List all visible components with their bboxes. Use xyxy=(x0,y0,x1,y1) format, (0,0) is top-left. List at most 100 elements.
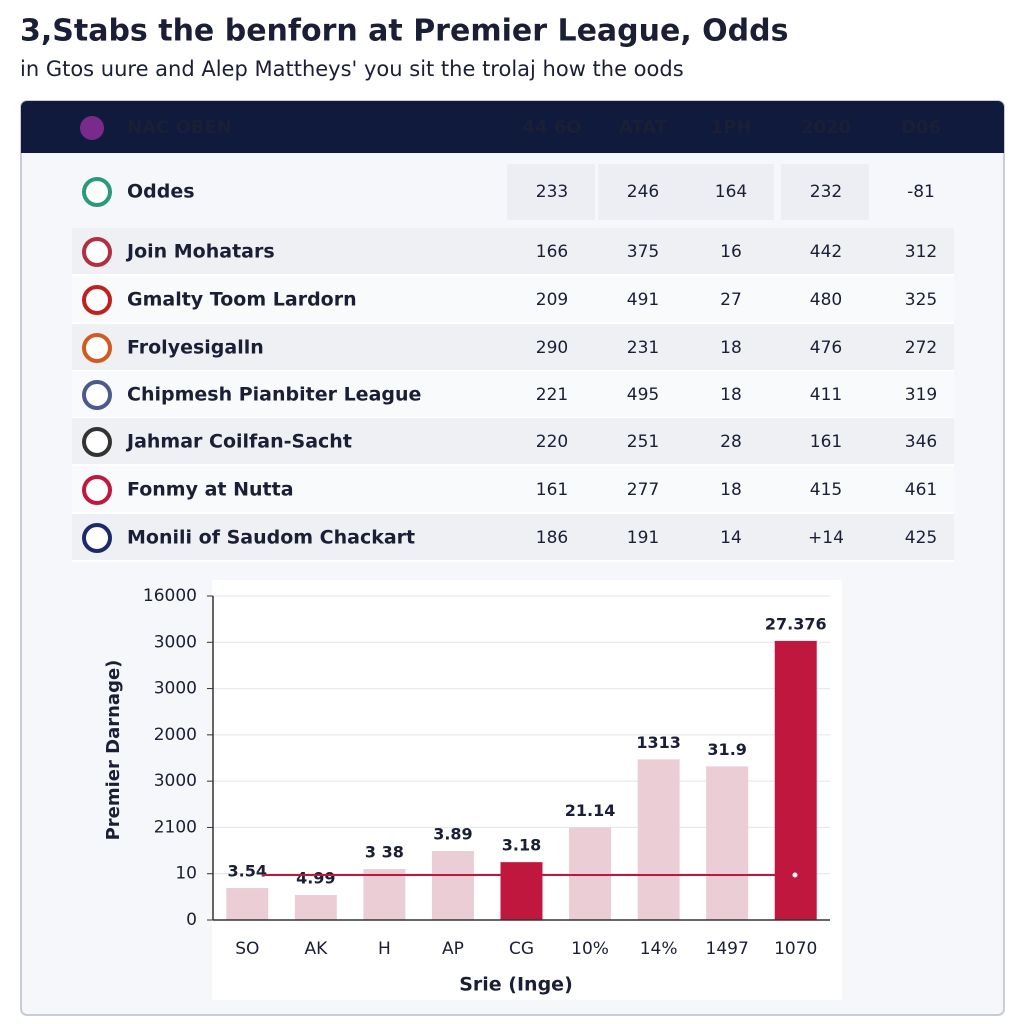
cell-value: 186 xyxy=(536,528,568,548)
bar xyxy=(294,895,337,920)
team-icon xyxy=(82,177,112,207)
cell-value: 495 xyxy=(627,385,659,405)
value-label: 4.99 xyxy=(296,869,335,888)
cell-value: 480 xyxy=(810,290,842,310)
value-label: 31.9 xyxy=(707,740,746,759)
value-label: 3.54 xyxy=(228,862,267,881)
value-label: 3 38 xyxy=(365,843,404,862)
row-bg xyxy=(72,228,954,275)
x-tick-label: SO xyxy=(235,939,259,959)
cell-value: 319 xyxy=(905,385,937,405)
cell-value: +14 xyxy=(808,528,844,548)
cell-value: 442 xyxy=(810,242,842,262)
y-tick-label: 3000 xyxy=(154,632,197,652)
cell-value: 346 xyxy=(905,432,937,452)
y-tick-label: 0 xyxy=(186,910,197,930)
bar xyxy=(637,759,680,920)
team-icon xyxy=(82,475,112,505)
y-axis-label: Premier Darnage) xyxy=(103,660,124,841)
cell-value: 375 xyxy=(627,242,659,262)
cell-value: 161 xyxy=(810,432,842,452)
cell-value: -81 xyxy=(907,182,935,202)
y-tick-label: 3000 xyxy=(154,679,197,699)
team-name: Jahmar Coilfan-Sacht xyxy=(125,431,352,453)
column-header: D06 xyxy=(901,117,941,138)
value-label: 21.14 xyxy=(565,801,616,820)
cell-value: 312 xyxy=(905,242,937,262)
cell-bg xyxy=(507,164,595,220)
cell-value: 14 xyxy=(720,528,742,548)
cell-value: 415 xyxy=(810,480,842,500)
cell-value: 18 xyxy=(720,385,742,405)
bar xyxy=(706,766,749,920)
ref-dot xyxy=(791,871,799,879)
table: NAC OBEN 44 6O ATAT 1PH 2020 D06 Oddes 233 246 16… xyxy=(72,116,954,562)
value-label: 3.89 xyxy=(433,825,472,844)
cell-value: 166 xyxy=(536,242,568,262)
row-bg xyxy=(72,324,954,371)
value-label: 1313 xyxy=(636,733,681,752)
bar xyxy=(226,888,269,920)
cell-bg xyxy=(686,164,774,220)
bar xyxy=(569,827,612,920)
y-tick-label: 10 xyxy=(175,864,197,884)
x-tick-label: 14% xyxy=(640,939,678,959)
bar xyxy=(431,851,474,920)
value-label: 27.376 xyxy=(765,614,827,633)
team-name: Chipmesh Pianbiter League xyxy=(127,384,421,406)
column-header: 1PH xyxy=(711,117,752,138)
cell-bg xyxy=(598,164,686,220)
y-tick-label: 16000 xyxy=(143,586,197,606)
cell-value: 491 xyxy=(627,290,659,310)
cell-value: 246 xyxy=(627,182,659,202)
team-icon xyxy=(82,285,112,315)
cell-value: 411 xyxy=(810,385,842,405)
x-tick-label: 1070 xyxy=(774,939,817,959)
cell-value: 18 xyxy=(720,338,742,358)
column-header: ATAT xyxy=(619,117,668,138)
x-tick-label: AK xyxy=(304,939,328,959)
team-icon xyxy=(82,237,112,267)
x-tick-label: CG xyxy=(509,939,534,959)
y-tick-label: 2100 xyxy=(154,817,197,837)
cell-bg xyxy=(781,164,869,220)
cell-value: 209 xyxy=(536,290,568,310)
cell-value: 272 xyxy=(905,338,937,358)
cell-value: 425 xyxy=(905,528,937,548)
cell-value: 251 xyxy=(627,432,659,452)
cell-value: 277 xyxy=(627,480,659,500)
x-tick-label: AP xyxy=(442,939,464,959)
column-header: NAC OBEN xyxy=(127,117,232,138)
cell-value: 232 xyxy=(810,182,842,202)
row-bg xyxy=(72,466,954,513)
x-tick-label: 10% xyxy=(571,939,609,959)
team-name: Oddes xyxy=(127,181,195,203)
team-name: Fonmy at Nutta xyxy=(127,479,294,501)
cell-value: 16 xyxy=(720,242,742,262)
table-header-bg xyxy=(21,101,1004,153)
x-axis-label: Srie (Inge) xyxy=(459,974,573,996)
cell-value: 164 xyxy=(715,182,747,202)
chart: 0 10 2100 3000 2000 3000 3000 16000 3.54 SO 4.99 AK… xyxy=(103,586,830,996)
cell-value: 476 xyxy=(810,338,842,358)
cell-value: 191 xyxy=(627,528,659,548)
team-name: Frolyesigalln xyxy=(127,337,264,359)
cell-value: 325 xyxy=(905,290,937,310)
cell-value: 290 xyxy=(536,338,568,358)
cell-value: 18 xyxy=(720,480,742,500)
cell-value: 461 xyxy=(905,480,937,500)
row-bg xyxy=(72,276,954,323)
team-icon xyxy=(82,333,112,363)
column-header: 2020 xyxy=(801,117,851,138)
cell-value: 27 xyxy=(720,290,742,310)
x-tick-label: H xyxy=(378,939,391,959)
row-bg xyxy=(72,371,954,418)
cell-value: 221 xyxy=(536,385,568,405)
cell-value: 220 xyxy=(536,432,568,452)
y-tick-label: 2000 xyxy=(154,725,197,745)
page-title: 3,Stabs the benforn at Premier League, O… xyxy=(20,14,789,49)
team-name: Gmalty Toom Lardorn xyxy=(127,289,357,311)
bar xyxy=(500,862,543,920)
row-bg xyxy=(72,514,954,561)
